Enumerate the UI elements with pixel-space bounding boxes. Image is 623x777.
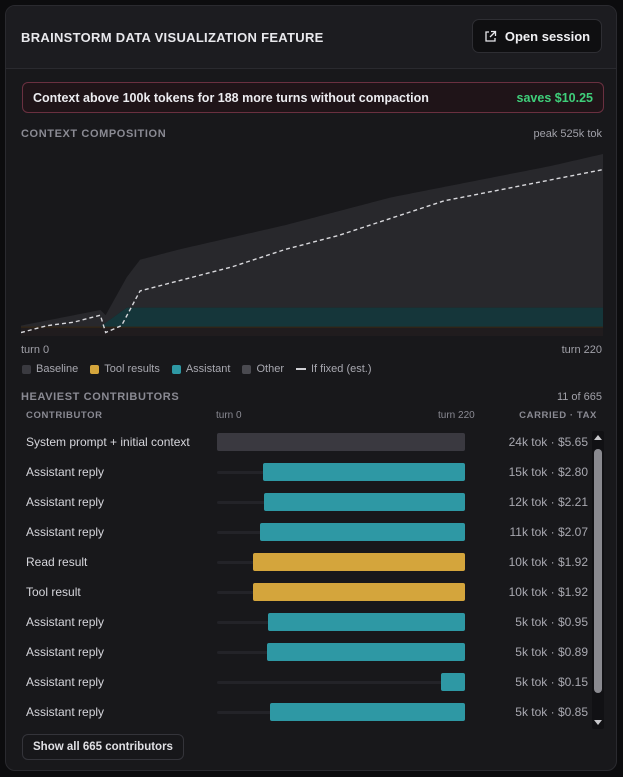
scrollbar-thumb[interactable] [594,449,602,693]
legend-label: Baseline [36,363,79,375]
contributors-count: 11 of 665 [556,391,602,403]
contributors-list[interactable]: System prompt + initial context 24k tok ·… [22,427,592,727]
contributor-label: Assistant reply [26,525,105,539]
savings-amount: saves $10.25 [516,91,593,105]
open-session-button[interactable]: Open session [472,19,602,53]
contributor-label: Assistant reply [26,705,105,719]
legend-label: Tool results [104,363,160,375]
legend-baseline: Baseline [22,363,78,375]
legend-tool-results: Tool results [90,363,160,375]
if-fixed-line [21,168,603,334]
legend-label: Other [256,363,284,375]
contributor-row[interactable]: Assistant reply 5k tok · $0.89 [22,637,592,667]
contributor-bar [264,493,465,511]
contributor-row[interactable]: Assistant reply 12k tok · $2.21 [22,487,592,517]
contributor-bar [270,703,465,721]
baseline-area [21,327,603,336]
composition-heading: CONTEXT COMPOSITION [21,128,167,140]
contributor-label: System prompt + initial context [26,435,190,449]
panel-header: BRAINSTORM DATA VISUALIZATION FEATURE Op… [6,6,616,69]
contributors-heading: HEAVIEST CONTRIBUTORS [21,391,180,403]
assistant-swatch [171,364,181,374]
contributor-carried-tax: 5k tok · $0.85 [515,705,588,719]
contributor-bar [262,463,465,481]
col-turn-start: turn 0 [216,410,242,421]
banner-text: Context above 100k tokens for 188 more t… [33,91,429,105]
contributor-carried-tax: 5k tok · $0.15 [515,675,588,689]
contributor-row[interactable]: Assistant reply 15k tok · $2.80 [22,457,592,487]
col-turn-end: turn 220 [438,410,475,421]
contributor-timeline-track [217,681,465,684]
contributor-carried-tax: 15k tok · $2.80 [508,465,588,479]
compaction-banner: Context above 100k tokens for 188 more t… [22,82,604,113]
col-carried-tax: CARRIED · TAX [519,410,597,421]
legend-assistant: Assistant [171,363,231,375]
contributor-label: Read result [26,555,88,569]
baseline-swatch [22,364,31,374]
open-session-label: Open session [504,28,591,44]
col-contributor: CONTRIBUTOR [26,410,103,421]
scroll-up-arrow-icon[interactable] [594,435,602,440]
contributor-label: Assistant reply [26,675,105,689]
session-title: BRAINSTORM DATA VISUALIZATION FEATURE [21,30,324,45]
contributor-carried-tax: 11k tok · $2.07 [509,525,589,539]
contributor-bar [252,583,465,601]
dashed-line-swatch [296,368,306,370]
contributor-carried-tax: 24k tok · $5.65 [508,435,588,449]
legend-label: If fixed (est.) [311,363,372,375]
scroll-down-arrow-icon[interactable] [594,720,602,725]
contributor-carried-tax: 5k tok · $0.95 [515,615,588,629]
contributor-bar [217,433,465,451]
contributors-scrollbar[interactable] [592,431,604,729]
x-axis-end: turn 220 [561,344,602,356]
contributor-carried-tax: 10k tok · $1.92 [508,585,588,599]
tool-results-area [21,326,603,328]
contributor-label: Assistant reply [26,645,105,659]
contributor-row[interactable]: Assistant reply 5k tok · $0.15 [22,667,592,697]
contributor-row[interactable]: Assistant reply 5k tok · $0.95 [22,607,592,637]
contributor-row[interactable]: Read result 10k tok · $1.92 [22,547,592,577]
assistant-area [21,307,603,327]
peak-tokens: peak 525k tok [533,128,603,140]
contributor-label: Assistant reply [26,495,105,509]
contributor-label: Assistant reply [26,615,105,629]
session-panel: BRAINSTORM DATA VISUALIZATION FEATURE Op… [5,5,617,771]
contributor-bar [441,673,465,691]
contributor-bar [252,553,465,571]
contributor-row[interactable]: Tool result 10k tok · $1.92 [22,577,592,607]
tool-results-swatch [90,364,100,374]
contributor-carried-tax: 12k tok · $2.21 [508,495,588,509]
contributor-row[interactable]: Assistant reply 11k tok · $2.07 [22,517,592,547]
legend-if-fixed: If fixed (est.) [296,363,372,375]
x-axis-start: turn 0 [21,344,50,356]
legend-other: Other [242,363,284,375]
contributor-label: Assistant reply [26,465,105,479]
contributor-bar [267,613,465,631]
contributor-bar [266,643,465,661]
contributor-bar [260,523,465,541]
other-area [21,154,603,327]
external-link-icon [485,30,497,42]
context-composition-chart [21,154,603,336]
legend-label: Assistant [185,363,231,375]
contributor-label: Tool result [26,585,81,599]
other-swatch [242,364,252,374]
contributor-row[interactable]: System prompt + initial context 24k tok ·… [22,427,592,457]
contributor-carried-tax: 10k tok · $1.92 [508,555,588,569]
contributor-carried-tax: 5k tok · $0.89 [515,645,588,659]
show-all-contributors-button[interactable]: Show all 665 contributors [22,734,184,760]
contributor-row[interactable]: Assistant reply 5k tok · $0.85 [22,697,592,727]
chart-legend: Baseline Tool results Assistant Other If… [22,363,372,375]
